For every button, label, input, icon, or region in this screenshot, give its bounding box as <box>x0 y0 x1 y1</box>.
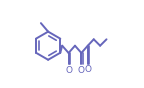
Text: O: O <box>65 66 72 75</box>
Text: O: O <box>84 65 91 74</box>
Text: O: O <box>78 66 85 75</box>
